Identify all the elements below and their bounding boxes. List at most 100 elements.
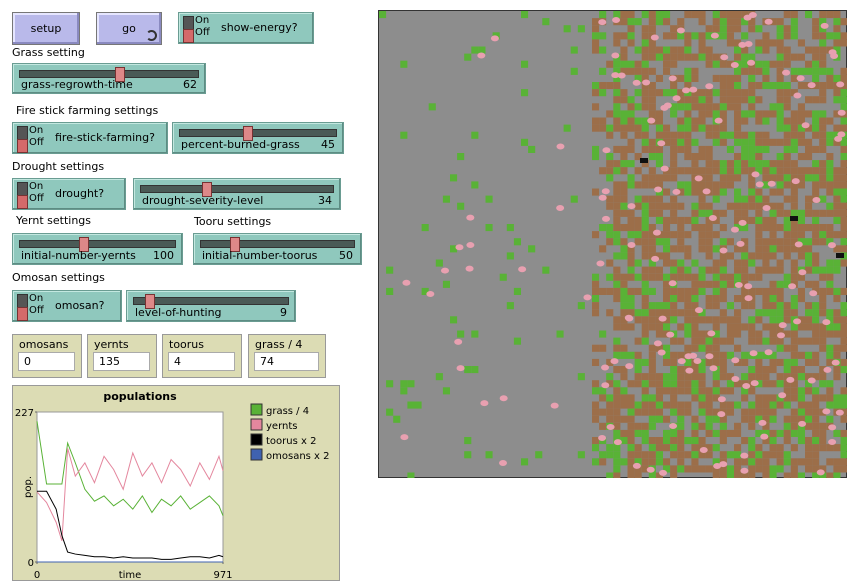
patch	[776, 259, 784, 267]
patch	[691, 96, 699, 104]
patch	[783, 160, 791, 168]
patch	[655, 330, 663, 338]
patch	[762, 373, 770, 381]
patch	[840, 103, 847, 111]
patch	[783, 309, 791, 317]
patch	[620, 145, 628, 153]
patch	[833, 401, 841, 409]
slider-track	[19, 240, 176, 248]
patch	[648, 266, 656, 274]
yernt	[480, 400, 489, 407]
yernt	[738, 41, 747, 48]
patch	[748, 302, 756, 310]
yernt	[767, 180, 776, 187]
switch[interactable]: On Off show-energy?	[178, 12, 314, 44]
patch	[634, 316, 642, 324]
patch	[641, 330, 649, 338]
patch	[776, 202, 784, 210]
slider[interactable]: initial-number-yernts 100	[12, 233, 183, 265]
patch	[670, 366, 678, 374]
patch	[627, 60, 635, 68]
patch	[734, 316, 742, 324]
patch	[648, 408, 656, 416]
patch	[755, 358, 763, 366]
patch	[691, 138, 699, 146]
switch[interactable]: On Off drought?	[12, 178, 126, 210]
patch	[741, 323, 749, 331]
switch-toggle	[17, 294, 28, 321]
patch	[691, 316, 699, 324]
patch	[698, 209, 706, 217]
yernt	[426, 290, 435, 297]
patch	[655, 344, 663, 352]
switch[interactable]: On Off omosan?	[12, 290, 122, 322]
patch	[741, 11, 749, 19]
patch	[684, 145, 692, 153]
patch	[741, 32, 749, 40]
patch	[655, 18, 663, 26]
patch	[620, 202, 628, 210]
patch	[712, 337, 720, 345]
patch	[648, 96, 656, 104]
patch	[400, 131, 408, 139]
patch	[812, 394, 820, 402]
switch-label: drought?	[55, 187, 105, 200]
button[interactable]: setup	[12, 12, 80, 45]
patch	[535, 451, 543, 459]
slider[interactable]: drought-severity-level 34	[133, 178, 341, 210]
patch	[705, 153, 713, 161]
patch	[705, 216, 713, 224]
patch	[613, 344, 621, 352]
patch	[790, 245, 798, 253]
patch	[726, 167, 734, 175]
patch	[755, 266, 763, 274]
slider[interactable]: grass-regrowth-time 62	[12, 63, 206, 94]
switch-on: On	[195, 15, 210, 26]
patch	[528, 245, 536, 253]
patch	[620, 387, 628, 395]
patch	[670, 167, 678, 175]
patch	[762, 380, 770, 388]
patch	[826, 131, 834, 139]
patch	[655, 153, 663, 161]
legend-label: omosans x 2	[266, 451, 330, 462]
patch	[819, 18, 827, 26]
monitor-value: 74	[254, 352, 319, 371]
patch	[797, 231, 805, 239]
patch	[421, 224, 429, 232]
patch	[726, 280, 734, 288]
patch	[776, 302, 784, 310]
patch	[691, 188, 699, 196]
patch	[769, 472, 777, 478]
patch	[805, 422, 813, 430]
patch	[655, 131, 663, 139]
slider[interactable]: percent-burned-grass 45	[172, 122, 344, 154]
patch	[833, 18, 841, 26]
patch	[386, 287, 394, 295]
patch	[620, 238, 628, 246]
patch	[712, 53, 720, 61]
patch	[705, 401, 713, 409]
patch	[655, 373, 663, 381]
patch	[712, 380, 720, 388]
switch[interactable]: On Off fire-stick-farming?	[12, 122, 168, 154]
patch	[592, 302, 600, 310]
slider[interactable]: level-of-hunting 9	[126, 290, 296, 322]
patch	[805, 96, 813, 104]
slider[interactable]: initial-number-toorus 50	[193, 233, 362, 265]
yernt	[490, 35, 499, 42]
patch	[819, 195, 827, 203]
patch	[805, 209, 813, 217]
button[interactable]: go	[96, 12, 162, 45]
patch	[840, 444, 847, 452]
patch	[840, 238, 847, 246]
patch	[620, 46, 628, 54]
patch	[719, 238, 727, 246]
patch	[762, 74, 770, 82]
patch	[663, 131, 671, 139]
yernt	[466, 242, 475, 249]
patch	[592, 145, 600, 153]
patch	[826, 188, 834, 196]
monitor: toorus 4	[162, 334, 242, 378]
section-label: Tooru settings	[194, 215, 272, 228]
